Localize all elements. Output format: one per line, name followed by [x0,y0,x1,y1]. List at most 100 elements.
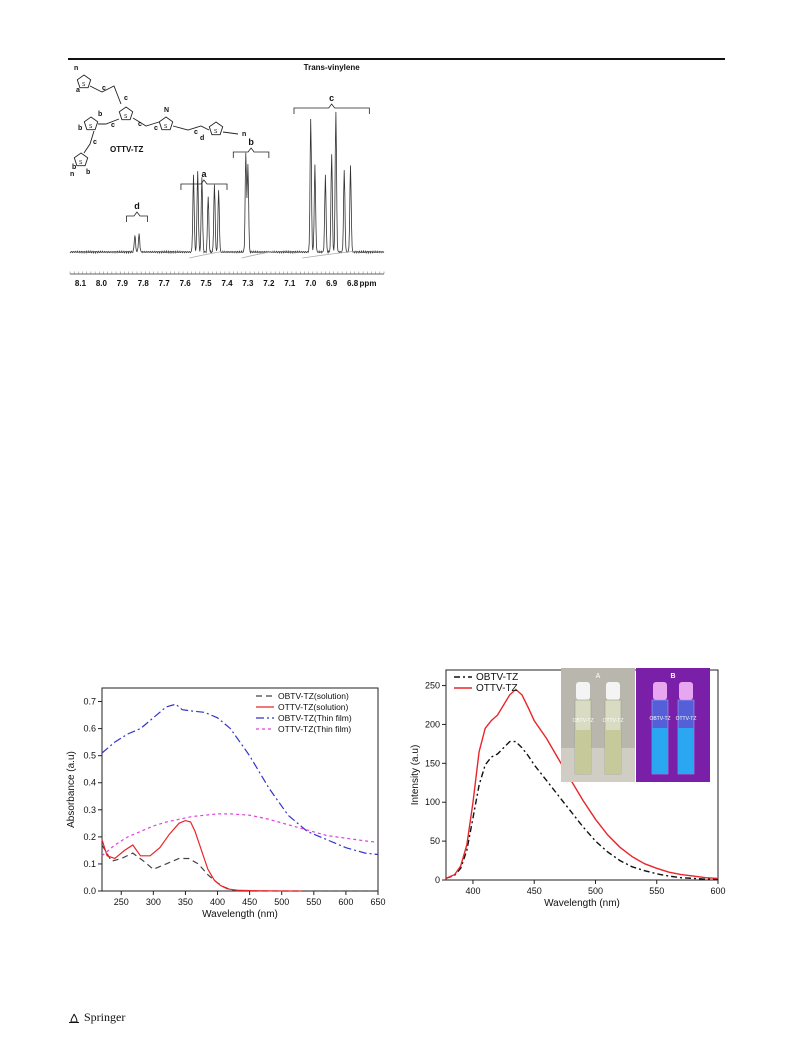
trans-vinylene-label: Trans-vinylene [304,64,361,72]
structure-letter: a [76,87,80,94]
ppm-tick-label: 7.5 [201,279,213,288]
x-tick-label: 500 [588,886,603,896]
x-tick-label: 650 [370,897,385,907]
structure-letter: c [138,121,142,128]
chemical-structure [73,74,239,167]
structure-letter: n [74,65,78,72]
peak-group-d-label: d [134,201,140,211]
thiophene-ring [76,74,92,89]
vial-solution [605,730,621,774]
y-tick-label: 200 [425,719,440,729]
structure-atom-s: S [164,124,168,130]
structure-letter: c [111,122,115,129]
peak-group-b-bracket [232,147,270,158]
series-line-0 [445,740,718,880]
vial-cap [679,682,693,700]
thiophene-ring [118,106,134,121]
ppm-tick-label: 6.8 [347,279,359,288]
vial-label: OTTV-TZ [676,716,697,722]
vial-label: OBTV-TZ [649,716,670,722]
legend-label: OTTV-TZ(Thin film) [278,724,351,734]
y-tick-label: 0.1 [83,859,96,869]
inset-panel-a-bench [561,748,635,782]
vial-photo-inset: A B OBTV-TZ OTTV-TZ OBTV-TZ OTTV-TZ [561,668,710,782]
peak-group-a-bracket [180,179,228,190]
page-footer: Springer [68,1010,125,1025]
inset-label-b: B [670,673,675,680]
x-tick-label: 550 [649,886,664,896]
y-tick-label: 100 [425,797,440,807]
ppm-tick-label: 7.6 [180,279,192,288]
x-tick-label: 400 [465,886,480,896]
x-tick-label: 350 [178,897,193,907]
thiophene-ring [208,121,224,136]
integration-curve [302,250,357,259]
ppm-tick-label: 6.9 [326,279,338,288]
nmr-spectrum-figure: 8.1 8.0 7.9 7.8 7.7 7.6 7.5 7.4 7.3 7.2 7.1 7.0 6.9 6… [69,64,385,288]
x-tick-label: 450 [527,886,542,896]
publisher-name: Springer [84,1010,126,1024]
thiazole-ring [158,116,174,131]
thiophene-ring [73,152,89,167]
vial-cap [576,682,590,700]
y-tick-label: 150 [425,758,440,768]
structure-letter: b [98,111,102,118]
peak-group-b-label: b [248,137,254,147]
structure-letter: b [78,125,82,132]
legend-label: OBTV-TZ(solution) [278,691,349,701]
vial-solution [652,728,668,774]
structure-atom-s: S [214,129,218,135]
ppm-tick-label: 7.9 [117,279,129,288]
structure-letter: b [72,164,76,171]
x-tick-label: 400 [210,897,225,907]
x-tick-label: 250 [114,897,129,907]
ppm-tick-label: 8.0 [96,279,108,288]
y-tick-label: 50 [430,836,440,846]
structure-atom-s: S [89,124,93,130]
y-tick-label: 0 [435,875,440,885]
vial-cap [653,682,667,700]
structure-letter: c [102,85,106,92]
thiophene-ring [83,116,99,131]
ppm-tick-label: 7.4 [221,279,233,288]
emission-chart: 400 450 500 550 600 0 50 100 150 200 250 Wavelength… [410,668,726,909]
integration-curve [189,250,225,259]
peak-group-c-bracket [293,103,370,114]
vial-cap [606,682,620,700]
y-tick-label: 0.6 [83,724,96,734]
y-axis-label: Absorbance (a.u) [66,751,77,828]
legend-label: OBTV-TZ [476,672,518,683]
structure-atom-s: S [79,160,83,166]
structure-letter: c [194,129,198,136]
peak-group-d-bracket [126,211,148,222]
compound-label: OTTV-TZ [110,145,143,154]
y-tick-label: 0.5 [83,751,96,761]
structure-letter: c [124,95,128,102]
nmr-spectrum-line [69,111,385,255]
vial-label: OTTV-TZ [603,718,624,724]
y-tick-label: 0.7 [83,697,96,707]
inset-label-a: A [596,673,601,680]
absorbance-chart: 250 300 350 400 450 500 550 600 650 0.0 0.1 0.2 0.3 0… [66,687,386,920]
x-tick-label: 500 [274,897,289,907]
y-tick-label: 0.3 [83,805,96,815]
structure-letter: n [70,171,74,178]
series-line-1 [101,819,301,892]
y-tick-label: 0.2 [83,832,96,842]
springer-logo-icon [69,1013,79,1023]
x-tick-label: 300 [146,897,161,907]
x-axis-label: Wavelength (nm) [544,898,620,909]
series-line-1 [445,688,719,880]
structure-letter: n [242,131,246,138]
structure-letter: d [200,135,204,142]
y-tick-label: 250 [425,681,440,691]
ppm-tick-label: 7.8 [138,279,150,288]
x-tick-label: 450 [242,897,257,907]
inset-panel-b [636,668,710,782]
ppm-unit-label: ppm [360,279,377,288]
vial-label: OBTV-TZ [572,718,593,724]
series-line-2 [101,703,379,856]
structure-letter: c [93,139,97,146]
legend-label: OBTV-TZ(Thin film) [278,713,352,723]
structure-letter: N [164,107,169,114]
